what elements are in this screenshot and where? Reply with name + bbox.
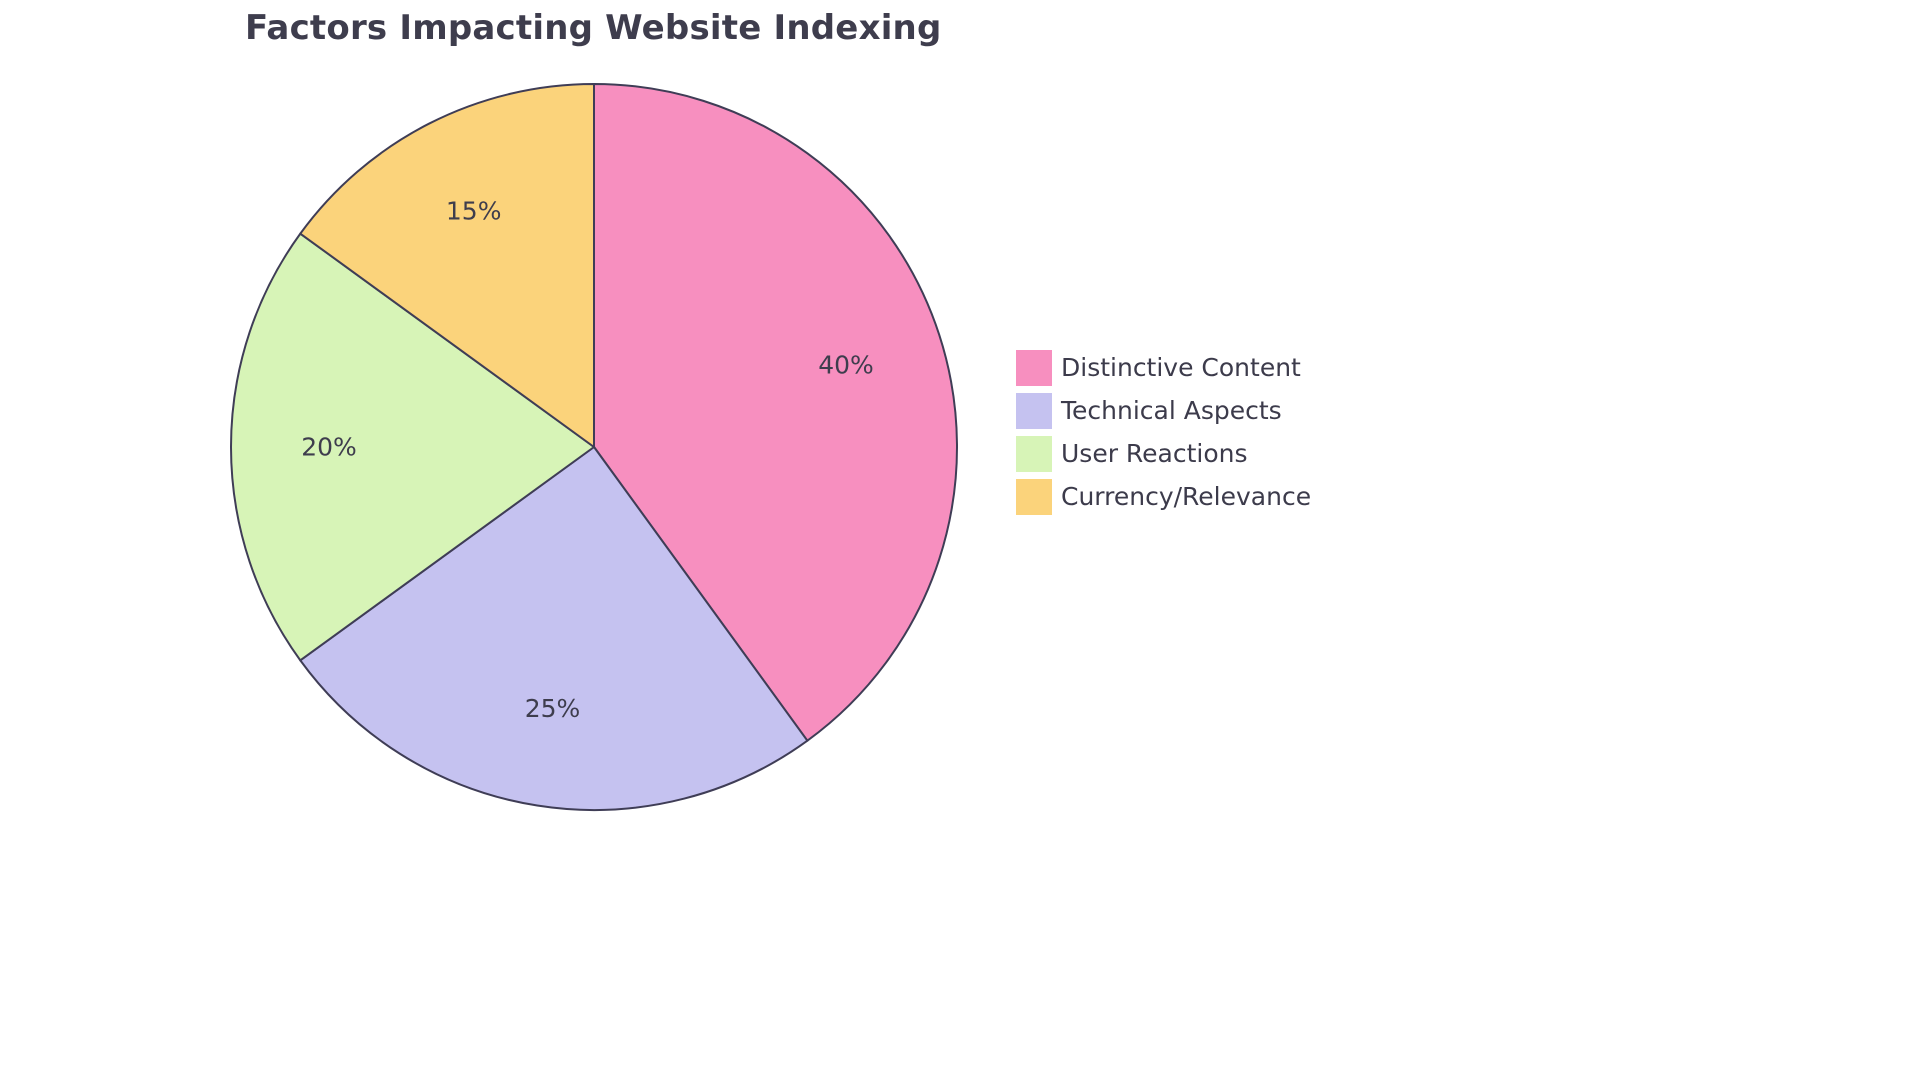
legend-item: Currency/Relevance [1016, 479, 1311, 515]
pie-percent-label-3: 15% [446, 196, 502, 225]
legend-swatch [1016, 393, 1052, 429]
pie-slice-2 [230, 232, 595, 662]
legend-swatch [1016, 350, 1052, 386]
legend-label: User Reactions [1061, 439, 1248, 468]
pie-slice-3 [299, 83, 595, 448]
legend-label: Technical Aspects [1061, 396, 1282, 425]
legend-label: Distinctive Content [1061, 353, 1301, 382]
legend-swatch [1016, 479, 1052, 515]
pie-percent-label-1: 25% [525, 694, 581, 723]
legend-item: User Reactions [1016, 436, 1311, 472]
legend-swatch [1016, 436, 1052, 472]
pie-percent-label-2: 20% [301, 433, 357, 462]
legend: Distinctive Content Technical Aspects Us… [1016, 350, 1311, 515]
pie-slice-1 [299, 446, 809, 811]
chart-title: Factors Impacting Website Indexing [245, 8, 942, 48]
legend-label: Currency/Relevance [1061, 482, 1312, 511]
pie-percent-label-0: 40% [818, 351, 874, 380]
legend-item: Technical Aspects [1016, 393, 1311, 429]
pie-slice-0 [593, 83, 958, 742]
legend-item: Distinctive Content [1016, 350, 1311, 386]
